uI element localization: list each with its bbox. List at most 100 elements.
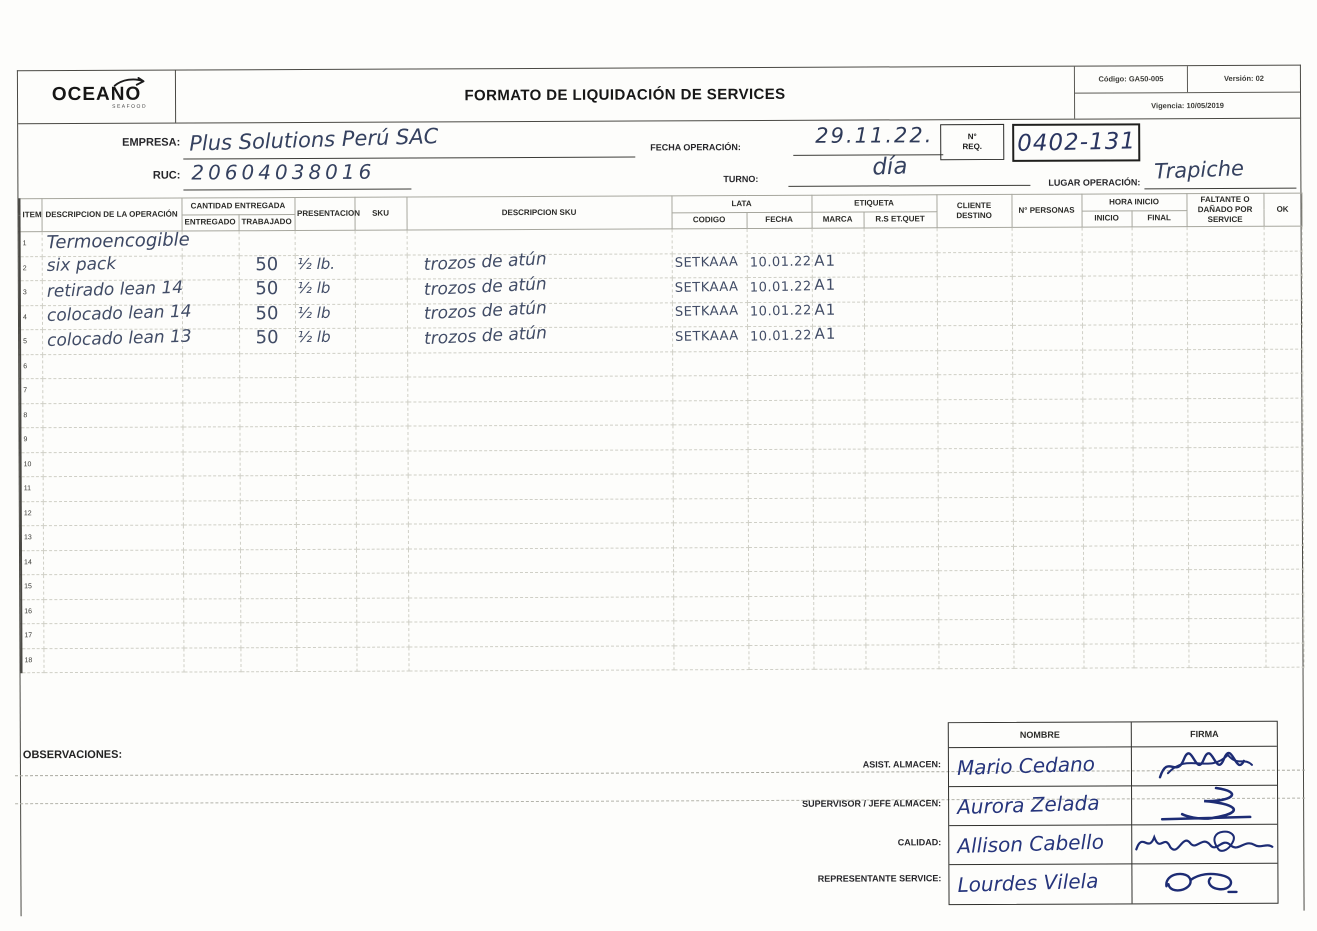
cell-n-personas (1012, 423, 1083, 448)
fish-swoosh-icon (113, 77, 145, 87)
cell-trabajado: 50 (239, 327, 296, 354)
cell-ok (1264, 373, 1303, 398)
cell-descripcion-sku (407, 449, 673, 476)
cell-item: 4 (19, 305, 43, 330)
cell-faltante (1187, 446, 1265, 472)
cell-presentacion (295, 450, 356, 476)
cell-entregado (182, 402, 240, 428)
cell-rs-etiquet (864, 399, 938, 425)
calidad-signature (1135, 830, 1274, 852)
cell-fecha (747, 448, 813, 474)
cell-n-personas (1013, 570, 1084, 595)
cell-inicio (1082, 324, 1133, 350)
cell-fecha (747, 497, 813, 523)
lugar-operacion-value: Trapiche (1153, 156, 1245, 184)
cell-item: 3 (19, 280, 42, 306)
cell-presentacion (295, 524, 357, 550)
cell-sku (355, 377, 408, 402)
version-label: Versión: 02 (1223, 74, 1264, 84)
form-header-band: OCEANO SEAFOOD FORMATO DE LIQUIDACIÓN DE… (17, 65, 1301, 125)
cell-descripcion-operacion (42, 378, 183, 404)
cell-entregado (183, 647, 241, 673)
cell-item: 10 (20, 452, 43, 477)
cell-marca: A1 (812, 325, 865, 351)
code-box: Código: GA50-005 Versión: 02 Vigencia: 1… (1073, 65, 1301, 119)
cell-cliente-destino (937, 521, 1014, 547)
col-header-cliente-destino: CLIENTE DESTINO (936, 194, 1012, 228)
cell-presentacion (296, 548, 357, 574)
cell-faltante (1187, 324, 1265, 350)
cell-marca (812, 350, 865, 376)
cell-n-personas (1012, 398, 1083, 424)
cell-item: 6 (20, 354, 43, 379)
cell-codigo (673, 620, 749, 646)
cell-ok (1265, 593, 1304, 619)
cell-item: 16 (21, 599, 44, 624)
cell-inicio (1082, 422, 1133, 448)
cell-ok (1264, 348, 1303, 374)
cell-presentacion: ½ lb (294, 304, 356, 329)
cell-descripcion-operacion (42, 549, 184, 575)
fecha-operacion-label: FECHA OPERACIÓN: (650, 142, 741, 153)
col-header-marca: MARCA (811, 211, 864, 229)
cell-rs-etiquet (864, 423, 938, 449)
cell-cliente-destino (937, 374, 1013, 400)
cell-descripcion-operacion: six pack (41, 254, 182, 281)
cell-descripcion-operacion (42, 476, 183, 502)
cell-rs-etiquet (864, 325, 938, 351)
cell-entregado (182, 475, 240, 501)
cell-codigo (673, 571, 749, 597)
cell-descripcion-sku (408, 571, 674, 598)
cell-descripcion-operacion (42, 427, 183, 453)
cell-codigo (672, 449, 748, 474)
cell-inicio (1081, 300, 1133, 326)
cell-descripcion-operacion: Termoencogible (41, 229, 189, 257)
cell-fecha (748, 571, 814, 597)
cell-n-personas (1013, 619, 1084, 644)
cell-ok (1265, 569, 1304, 594)
cell-entregado (182, 549, 241, 575)
cell-rs-etiquet (863, 276, 937, 302)
cell-inicio (1082, 447, 1133, 473)
cell-sku (354, 254, 407, 280)
cell-fecha (748, 644, 814, 670)
cell-final (1133, 618, 1189, 644)
cell-descripcion-operacion (42, 451, 183, 477)
cell-cliente-destino (937, 398, 1013, 424)
cell-faltante (1188, 618, 1266, 644)
cell-descripcion-operacion (42, 500, 183, 526)
asist-almacen-label: ASIST. ALMACEN: (862, 759, 941, 770)
cell-fecha (747, 424, 813, 450)
col-header-sku: SKU (354, 197, 407, 231)
cell-inicio (1082, 349, 1133, 375)
cell-sku (355, 524, 409, 549)
cell-final (1132, 447, 1188, 472)
cell-cliente-destino (938, 545, 1014, 571)
cell-item: 14 (20, 550, 44, 575)
cell-sku (355, 352, 408, 378)
fecha-operacion-field: 29.11.22. (793, 123, 944, 156)
cell-final (1132, 373, 1188, 399)
ruc-value: 20604038016 (191, 159, 376, 185)
cell-rs-etiquet (865, 546, 939, 572)
cell-marca (812, 473, 865, 498)
cell-inicio (1083, 594, 1134, 620)
cell-cliente-destino (938, 619, 1014, 645)
cell-trabajado (240, 647, 297, 672)
cell-final (1132, 471, 1188, 497)
ruc-label: RUC: (152, 169, 181, 182)
cell-descripcion-sku (408, 596, 674, 623)
representante-service-nombre: Lourdes Vilela (957, 868, 1099, 897)
cell-trabajado (240, 622, 297, 648)
cell-trabajado (239, 500, 296, 525)
cell-item: 15 (21, 574, 44, 600)
cell-descripcion-operacion (42, 402, 183, 428)
cell-final (1133, 643, 1189, 668)
cell-trabajado: 50 (238, 303, 296, 329)
cell-presentacion (296, 597, 357, 623)
cell-sku (354, 279, 407, 304)
representante-service-signature (1165, 872, 1238, 894)
cell-inicio (1083, 569, 1134, 595)
cell-marca (812, 375, 865, 400)
lugar-operacion-label: LUGAR OPERACIÓN: (1048, 177, 1141, 188)
